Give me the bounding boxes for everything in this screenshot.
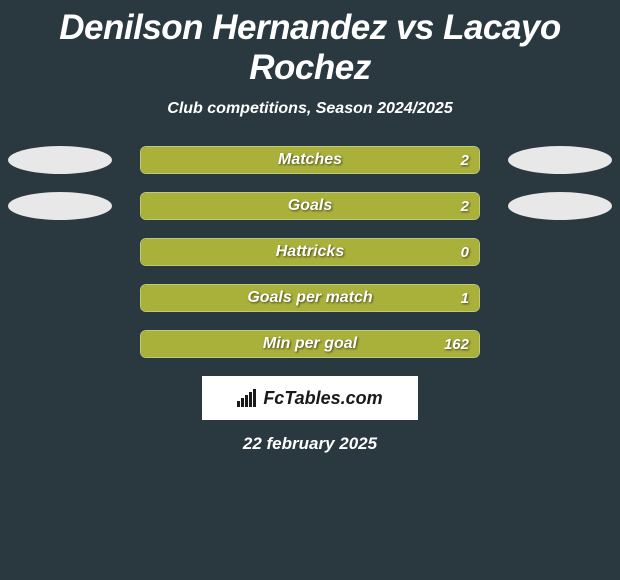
player-avatar-left	[8, 146, 112, 174]
stat-bar: Hattricks0	[140, 238, 480, 266]
stat-bar-fill	[141, 331, 479, 357]
page-subtitle: Club competitions, Season 2024/2025	[0, 100, 620, 118]
stat-bar: Goals per match1	[140, 284, 480, 312]
comparison-card: Denilson Hernandez vs Lacayo Rochez Club…	[0, 0, 620, 454]
stat-row: Hattricks0	[0, 238, 620, 266]
date-label: 22 february 2025	[0, 434, 620, 454]
stat-bar-fill	[141, 239, 479, 265]
stat-bar: Min per goal162	[140, 330, 480, 358]
chart-bars-icon	[237, 389, 257, 407]
stat-bar-fill	[141, 193, 479, 219]
player-avatar-left	[8, 192, 112, 220]
brand-badge[interactable]: FcTables.com	[202, 376, 418, 420]
page-title: Denilson Hernandez vs Lacayo Rochez	[0, 8, 620, 88]
stat-row: Goals2	[0, 192, 620, 220]
stat-row: Goals per match1	[0, 284, 620, 312]
stat-bar-fill	[141, 147, 479, 173]
stat-bar-fill	[141, 285, 479, 311]
stat-row: Matches2	[0, 146, 620, 174]
player-avatar-right	[508, 192, 612, 220]
stat-row: Min per goal162	[0, 330, 620, 358]
stat-bar: Goals2	[140, 192, 480, 220]
brand-text: FcTables.com	[263, 388, 382, 409]
stat-bar: Matches2	[140, 146, 480, 174]
player-avatar-right	[508, 146, 612, 174]
stats-list: Matches2 Goals2 Hattricks0 Goals per match1…	[0, 146, 620, 358]
